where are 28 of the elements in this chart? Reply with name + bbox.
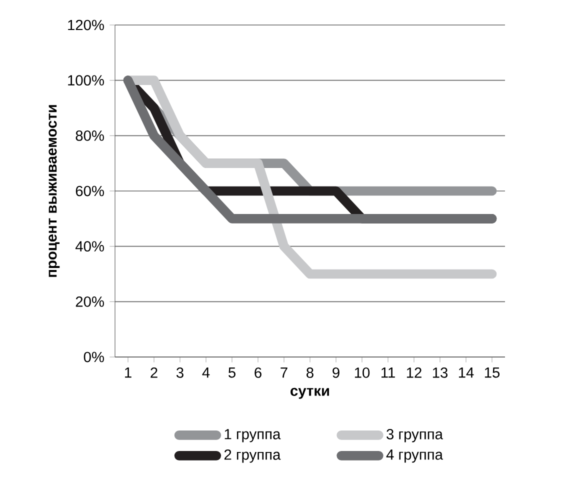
legend-label: 3 группа [386, 429, 443, 442]
x-axis-title: сутки [290, 388, 329, 399]
x-tick-label: 8 [306, 368, 314, 378]
y-tick-label: 0% [84, 352, 104, 362]
x-tick-label: 5 [228, 368, 236, 378]
x-tick-label: 3 [176, 368, 184, 378]
x-tick-label: 11 [382, 368, 395, 378]
y-tick-label: 100% [68, 75, 104, 86]
x-tick-label: 1 [125, 368, 132, 378]
x-tick-label: 4 [202, 368, 210, 378]
y-tick-label: 20% [76, 296, 104, 307]
x-tick-label: 9 [332, 368, 340, 378]
x-tick-label: 12 [406, 368, 422, 378]
x-tick-label: 7 [280, 368, 288, 378]
y-tick-label: 40% [75, 241, 104, 252]
x-tick-label: 2 [150, 368, 158, 378]
y-axis-title: процент выживаемости [48, 105, 60, 277]
x-tick-label: 13 [432, 368, 448, 378]
y-tick-label: 80% [76, 130, 104, 141]
x-tick-label: 14 [458, 368, 474, 378]
x-tick-label: 10 [354, 368, 370, 378]
legend-label: 1 группа [224, 429, 281, 442]
x-tick-label: 6 [254, 368, 262, 378]
legend-label: 4 группа [386, 450, 443, 463]
legend-label: 2 группа [224, 449, 281, 463]
y-tick-label: 60% [76, 186, 104, 196]
y-tick-label: 120% [68, 20, 104, 30]
x-tick-label: 15 [484, 368, 500, 378]
